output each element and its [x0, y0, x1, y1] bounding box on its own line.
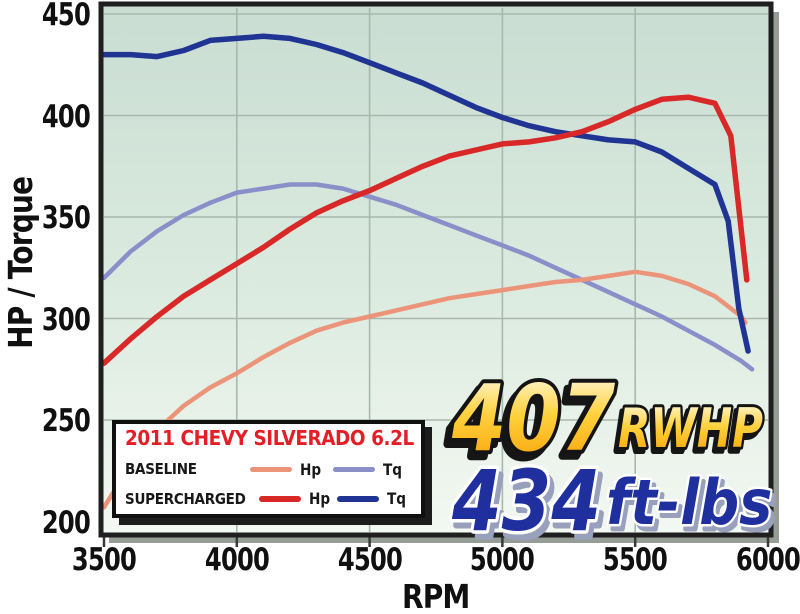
legend-title: 2011 CHEVY SILVERADO 6.2L: [125, 426, 414, 450]
peak-tq-value-shadow: 434: [455, 459, 605, 556]
series-supercharged-hp: [101, 94, 750, 366]
baseline-tq-key: Tq: [382, 459, 402, 479]
y-tick-label-200: 200: [41, 504, 91, 541]
y-axis-title: HP / Torque: [1, 176, 40, 350]
axis-tick-marks: [102, 537, 770, 547]
y-tick-label-400: 400: [41, 98, 91, 135]
x-tick-label-6000: 6000: [735, 542, 800, 578]
legend-label-baseline: BASELINE: [125, 460, 197, 479]
peak-tq-unit-shadow: ft-lbs: [610, 471, 776, 544]
peak-tq-value: 434: [451, 453, 601, 550]
gridlines: [104, 8, 768, 532]
peak-tq-unit-callout: ft-lbs ft-lbs: [604, 464, 779, 546]
series-lines: [101, 33, 755, 510]
series-baseline-tq: [101, 182, 755, 372]
x-axis-title: RPM: [402, 577, 470, 614]
peak-hp-unit-shadow: RWHP: [615, 402, 760, 464]
peak-hp-callout: 407 407: [442, 362, 619, 482]
x-tick-label-3500: 3500: [71, 542, 137, 578]
x-tick-label-5000: 5000: [470, 542, 535, 578]
baseline-tq-swatch: [332, 466, 375, 472]
supercharged-tq-key: Tq: [386, 489, 406, 508]
x-tick-label-4500: 4500: [337, 542, 403, 578]
y-tick-label-450: 450: [41, 0, 91, 33]
legend-row-supercharged: SUPERCHARGED Hp Tq: [125, 488, 415, 509]
series-baseline-hp: [101, 269, 748, 510]
series-supercharged-tq: [101, 33, 751, 354]
baseline-hp-key: Hp: [300, 459, 322, 479]
x-tick-label-4000: 4000: [204, 542, 270, 578]
peak-hp-unit-callout: RWHP RWHP: [612, 395, 765, 467]
supercharged-hp-key: Hp: [308, 489, 331, 508]
peak-hp-value: 407: [451, 366, 616, 473]
peak-tq-unit: ft-lbs: [606, 466, 772, 539]
y-tick-label-350: 350: [41, 200, 91, 236]
y-tick-label-250: 250: [41, 403, 91, 439]
supercharged-hp-swatch: [258, 495, 301, 502]
peak-hp-value-shadow: 407: [446, 372, 611, 479]
result-callouts: 407 407 RWHP RWHP 434 434 ft-lbs ft-lbs: [442, 362, 779, 559]
legend-row-baseline: BASELINE Hp Tq: [125, 459, 415, 480]
plot-border: [98, 1, 774, 538]
baseline-hp-swatch: [250, 466, 293, 472]
y-tick-label-300: 300: [41, 301, 91, 338]
x-tick-label-5500: 5500: [603, 542, 668, 578]
peak-tq-callout: 434 434: [448, 450, 609, 559]
peak-hp-unit: RWHP: [618, 398, 763, 460]
legend-label-supercharged: SUPERCHARGED: [125, 489, 246, 508]
supercharged-tq-swatch: [336, 495, 379, 502]
legend-box: 2011 CHEVY SILVERADO 6.2L BASELINE Hp Tq…: [112, 420, 425, 518]
